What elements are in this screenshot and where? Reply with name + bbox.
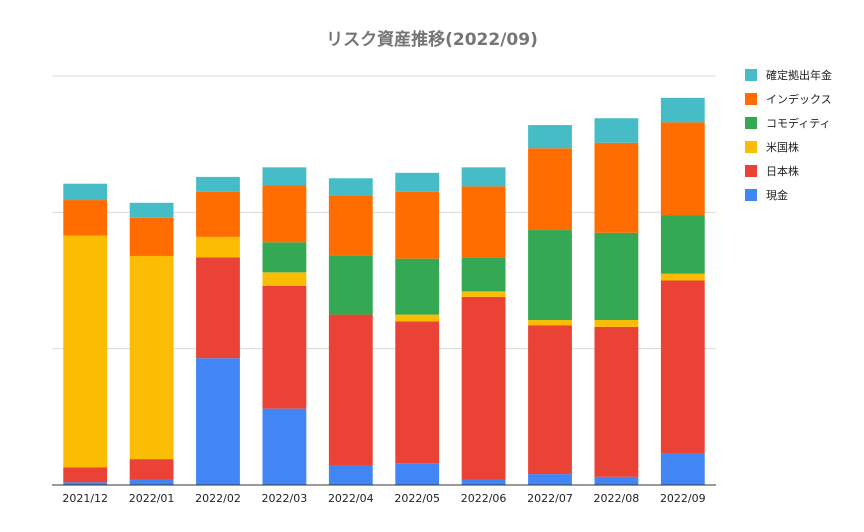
bar-segment (196, 191, 240, 237)
bar-segment (129, 217, 174, 256)
legend-swatch (745, 165, 757, 177)
bar-segment (328, 314, 373, 466)
bar-segment (461, 291, 506, 297)
bar-segment (63, 467, 108, 483)
bar-segment (262, 408, 307, 485)
bar-segment (395, 191, 440, 259)
x-tick-label: 2022/02 (195, 492, 241, 505)
legend-swatch (745, 141, 757, 153)
bar-segment (129, 255, 174, 460)
bar-segment (196, 236, 240, 258)
bar-segment (395, 172, 440, 192)
x-tick-label: 2022/01 (129, 492, 175, 505)
bar-segment (63, 200, 108, 236)
x-tick-label: 2022/04 (328, 492, 374, 505)
bar-segment (594, 232, 639, 321)
bar-segment (461, 167, 506, 187)
bar-segment (262, 242, 307, 273)
bar-segment (660, 215, 705, 274)
bar-segment (63, 235, 108, 468)
bar-segment (129, 479, 174, 485)
bar-segment (594, 142, 639, 233)
bars (63, 97, 705, 485)
legend-label: 確定拠出年金 (766, 68, 832, 82)
bar-segment (528, 325, 572, 475)
bar-segment (528, 125, 572, 149)
bar-segment (594, 320, 639, 327)
x-tick-label: 2022/06 (461, 492, 507, 505)
bar-segment (660, 280, 705, 454)
x-axis: 2021/12 2022/01 2022/02 2022/03 2022/04 2022/… (52, 484, 716, 505)
chart-title: リスク資産推移(2022/09) (326, 29, 538, 50)
legend-swatch (745, 93, 757, 105)
bar-segment (528, 230, 572, 321)
bar-segment (262, 272, 307, 286)
bar-segment (328, 195, 373, 256)
legend-label: インデックス (766, 92, 832, 106)
bar-segment (594, 326, 639, 477)
bar-segment (660, 122, 705, 216)
x-tick-label: 2022/09 (660, 492, 706, 505)
bar-segment (660, 273, 705, 281)
bar-segment (395, 463, 440, 485)
bar-segment (196, 257, 240, 359)
legend-swatch (745, 117, 757, 129)
x-tick-label: 2021/12 (62, 492, 108, 505)
bar-segment (528, 474, 572, 485)
bar-segment (328, 465, 373, 485)
bar-segment (196, 176, 240, 192)
bar-segment (461, 479, 506, 485)
bar-segment (528, 148, 572, 231)
x-tick-label: 2022/05 (394, 492, 440, 505)
bar-segment (63, 183, 108, 201)
x-tick-label: 2022/08 (594, 492, 640, 505)
bar-segment (594, 476, 639, 485)
bar-segment (129, 459, 174, 480)
legend-label: 現金 (766, 188, 788, 202)
bar-segment (196, 358, 240, 485)
bar-segment (660, 453, 705, 485)
bar-segment (328, 178, 373, 196)
legend-label: 米国株 (766, 140, 799, 154)
legend-swatch (745, 189, 757, 201)
bar-segment (262, 167, 307, 186)
legend-label: コモディティ (766, 116, 831, 130)
bar-segment (328, 255, 373, 315)
bar-segment (262, 185, 307, 243)
legend-swatch (745, 69, 757, 81)
bar-segment (395, 314, 440, 322)
bar-segment (594, 118, 639, 143)
bar-segment (660, 97, 705, 123)
legend-label: 日本株 (766, 164, 799, 178)
bar-segment (461, 257, 506, 292)
bar-segment (262, 285, 307, 409)
bar-segment (461, 186, 506, 258)
x-tick-label: 2022/03 (262, 492, 308, 505)
bar-segment (395, 321, 440, 464)
bar-segment (528, 320, 572, 326)
bar-segment (461, 296, 506, 480)
bar-segment (129, 202, 174, 218)
x-tick-label: 2022/07 (527, 492, 573, 505)
bar-segment (395, 258, 440, 315)
bar-segment (63, 482, 108, 485)
